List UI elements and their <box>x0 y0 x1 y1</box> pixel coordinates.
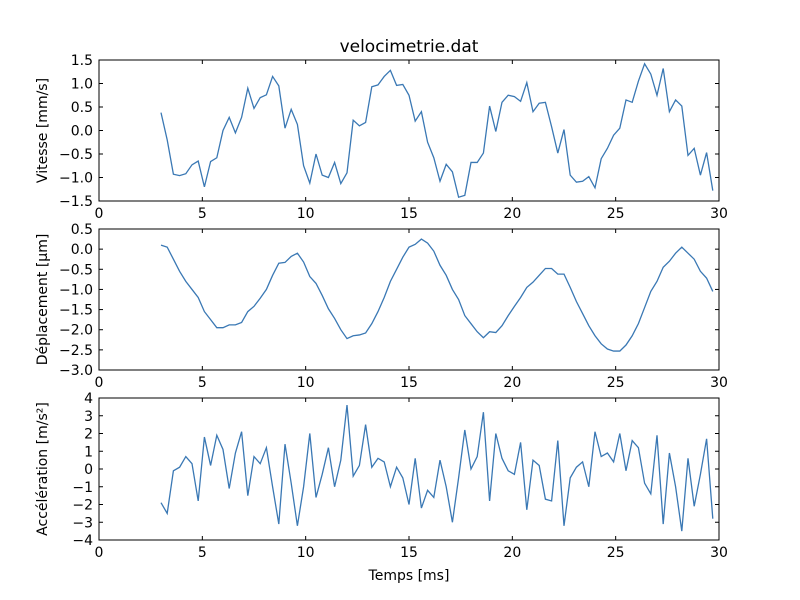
y-tick-label: −1.0 <box>59 171 93 187</box>
data-line <box>160 238 714 352</box>
y-tick-label: 4 <box>84 391 93 407</box>
y-tick-label: −1 <box>72 480 93 496</box>
y-tick-label: 0.5 <box>71 100 93 116</box>
x-tick-label: 5 <box>198 375 207 391</box>
y-tick-label: −0.5 <box>59 147 93 163</box>
x-tick-label: 15 <box>400 206 418 222</box>
plot-area <box>160 405 714 532</box>
y-tick-label: 0.5 <box>71 222 93 238</box>
x-tick-label: 0 <box>95 375 104 391</box>
y-tick-label: 0.0 <box>71 242 93 258</box>
y-tick-label: 1.5 <box>71 53 93 69</box>
plot-area <box>160 62 714 199</box>
y-tick-label: −3.0 <box>59 363 93 379</box>
x-tick-label: 10 <box>297 375 315 391</box>
x-tick-label: 25 <box>607 545 625 561</box>
y-tick-label: 1 <box>84 444 93 460</box>
x-tick-label: 30 <box>710 375 728 391</box>
x-tick-label: 20 <box>503 545 521 561</box>
plot-area <box>160 238 714 352</box>
y-tick-label: −1.5 <box>59 303 93 319</box>
y-axis-label: Accélération [m/s²] <box>35 402 51 536</box>
y-tick-label: −2.5 <box>59 343 93 359</box>
x-tick-label: 20 <box>503 206 521 222</box>
x-tick-label: 0 <box>95 206 104 222</box>
x-axis-label: Temps [ms] <box>368 568 450 584</box>
x-tick-label: 25 <box>607 206 625 222</box>
x-tick-label: 0 <box>95 545 104 561</box>
data-line <box>160 405 714 532</box>
y-tick-label: −2.0 <box>59 323 93 339</box>
y-tick-label: −1.5 <box>59 194 93 210</box>
y-tick-label: −2 <box>72 498 93 514</box>
data-line <box>160 62 714 199</box>
y-tick-label: −1.0 <box>59 282 93 298</box>
chart-title: velocimetrie.dat <box>340 37 479 57</box>
y-tick-label: 3 <box>84 409 93 425</box>
y-axis-label: Déplacement [µm] <box>35 234 51 366</box>
x-tick-label: 15 <box>400 545 418 561</box>
y-tick-label: −3 <box>72 515 93 531</box>
x-tick-label: 15 <box>400 375 418 391</box>
y-tick-label: 0.0 <box>71 124 93 140</box>
y-axis-label: Vitesse [mm/s] <box>35 78 51 183</box>
x-tick-label: 20 <box>503 375 521 391</box>
x-tick-label: 30 <box>710 545 728 561</box>
y-tick-label: 2 <box>84 427 93 443</box>
x-tick-label: 10 <box>297 206 315 222</box>
y-tick-label: 0 <box>84 462 93 478</box>
x-tick-label: 5 <box>198 545 207 561</box>
y-tick-label: −0.5 <box>59 262 93 278</box>
x-tick-label: 10 <box>297 545 315 561</box>
axes-frame <box>98 59 720 202</box>
x-tick-label: 5 <box>198 206 207 222</box>
axes-frame <box>98 228 720 371</box>
y-tick-label: 1.0 <box>71 77 93 93</box>
x-tick-label: 30 <box>710 206 728 222</box>
y-tick-label: −4 <box>72 533 93 549</box>
x-tick-label: 25 <box>607 375 625 391</box>
